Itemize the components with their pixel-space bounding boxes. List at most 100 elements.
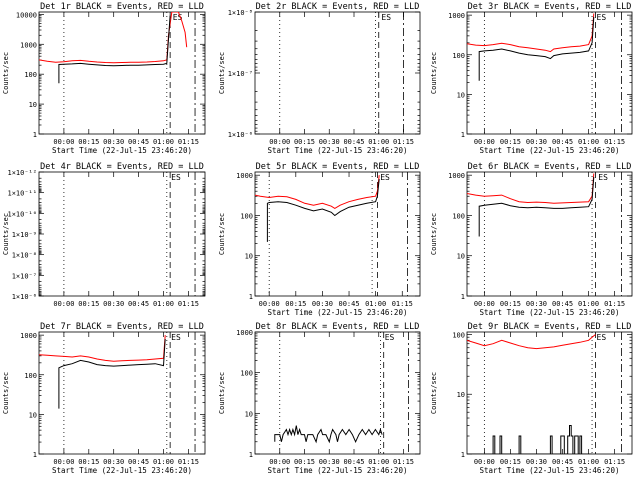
x-tick-label: 00:30 (103, 138, 124, 146)
x-tick-label: 01:15 (393, 458, 414, 466)
plot-frame (38, 11, 206, 135)
x-tick-label: 00:30 (312, 300, 333, 308)
x-tick-label: 00:30 (103, 300, 124, 308)
x-tick-label: 00:30 (526, 138, 547, 146)
x-tick-label: 00:00 (53, 138, 74, 146)
y-tick-label: 1×10⁻⁸ (12, 252, 37, 260)
panel-title: Det 5r BLACK = Events, RED = LLD (256, 162, 420, 172)
series-events (478, 176, 595, 237)
x-tick-label: 00:00 (474, 300, 495, 308)
x-tick-label: 00:30 (319, 138, 340, 146)
x-axis-label: Start Time (22-Jul-15 23:46:20) (268, 308, 408, 317)
x-tick-label: 01:15 (178, 138, 199, 146)
y-tick-label: 10 (457, 391, 465, 399)
x-tick-label: 00:00 (269, 138, 290, 146)
x-tick-label: 00:45 (343, 458, 364, 466)
y-tick-label: 100 (24, 372, 37, 380)
y-tick-label: 1×10⁻⁷ (12, 272, 37, 280)
x-axis-label: Start Time (22-Jul-15 23:46:20) (52, 146, 192, 155)
x-tick-label: 00:15 (285, 300, 306, 308)
x-tick-label: 00:15 (500, 138, 521, 146)
plot-frame (38, 331, 206, 455)
x-tick-label: 00:00 (259, 300, 280, 308)
x-tick-label: 00:15 (500, 300, 521, 308)
y-tick-label: 10 (245, 410, 253, 418)
y-axis-label: Counts/sec (430, 213, 438, 255)
x-tick-label: 01:15 (393, 138, 414, 146)
x-tick-label: 00:15 (500, 458, 521, 466)
y-tick-label: 1×10⁻¹² (7, 169, 37, 177)
x-tick-label: 00:45 (338, 300, 359, 308)
y-axis-label: Counts/sec (218, 213, 226, 255)
x-tick-label: 00:15 (78, 300, 99, 308)
x-tick-label: 00:45 (128, 138, 149, 146)
x-tick-label: 00:15 (294, 458, 315, 466)
y-tick-label: 1000 (448, 12, 465, 20)
y-tick-label: 1 (249, 451, 253, 459)
plot-frame (254, 171, 421, 297)
y-tick-label: 1×10⁻¹⁰ (7, 210, 37, 218)
y-tick-label: 100 (452, 212, 465, 220)
x-axis-label: Start Time (22-Jul-15 23:46:20) (480, 308, 620, 317)
flare-marker: ES (173, 13, 183, 22)
panel-title: Det 8r BLACK = Events, RED = LLD (256, 322, 420, 332)
y-tick-label: 1 (461, 451, 465, 459)
series-lld (467, 334, 596, 350)
panel-title: Det 6r BLACK = Events, RED = LLD (468, 162, 632, 172)
plot-frame (466, 171, 633, 297)
panel-det-3r: Det 3r BLACK = Events, RED = LLD 1 10 100 10… (430, 2, 633, 155)
series-events (58, 338, 166, 409)
plot-frame (38, 171, 206, 297)
x-tick-label: 01:00 (368, 458, 389, 466)
panel-det-9r: Det 9r BLACK = Events, RED = LLD 1 10 100 Co… (430, 322, 633, 475)
y-tick-label: 1×10⁻¹¹ (7, 190, 37, 198)
x-tick-label: 01:00 (578, 458, 599, 466)
panel-det-1r: Det 1r BLACK = Events, RED = LLD 1 10 100 10… (2, 2, 206, 155)
flare-marker: ES (171, 173, 181, 182)
x-tick-label: 01:15 (604, 300, 625, 308)
x-tick-label: 00:30 (103, 458, 124, 466)
y-tick-label: 1000 (236, 172, 253, 180)
panel-det-8r: Det 8r BLACK = Events, RED = LLD 1 10 100 10… (218, 322, 421, 475)
plot-frame (254, 331, 421, 455)
panel-det-5r: Det 5r BLACK = Events, RED = LLD 1 10 100 10… (218, 162, 421, 317)
panel-title: Det 7r BLACK = Events, RED = LLD (40, 322, 204, 332)
y-tick-label: 10 (29, 101, 37, 109)
x-tick-label: 00:00 (53, 458, 74, 466)
panel-det-2r: Det 2r BLACK = Events, RED = LLD 1×10⁻⁶ 1×… (218, 2, 421, 155)
y-tick-label: 1000 (236, 329, 253, 337)
x-tick-label: 01:00 (153, 138, 174, 146)
x-tick-label: 00:00 (474, 458, 495, 466)
y-tick-label: 1×10⁻⁶ (12, 293, 37, 301)
y-tick-label: 1 (249, 293, 253, 301)
series-events (58, 15, 171, 84)
y-tick-label: 1 (33, 451, 37, 459)
series-lld (39, 335, 166, 362)
x-axis-label: Start Time (22-Jul-15 23:46:20) (268, 146, 408, 155)
y-tick-label: 10000 (16, 11, 37, 19)
y-axis-label: Counts/sec (2, 52, 10, 94)
series-lld (467, 13, 595, 53)
x-tick-label: 00:45 (128, 458, 149, 466)
y-axis-label: Counts/sec (218, 372, 226, 414)
x-tick-label: 00:45 (552, 138, 573, 146)
y-axis-label: Counts/sec (218, 52, 226, 94)
y-tick-label: 100 (452, 331, 465, 339)
panel-det-7r: Det 7r BLACK = Events, RED = LLD 1 10 100 10… (2, 322, 206, 475)
x-tick-label: 00:45 (343, 138, 364, 146)
x-axis-label: Start Time (22-Jul-15 23:46:20) (480, 466, 620, 475)
x-axis-label: Start Time (22-Jul-15 23:46:20) (480, 146, 620, 155)
y-tick-label: 10 (457, 91, 465, 99)
x-tick-label: 01:00 (153, 458, 174, 466)
x-tick-label: 00:30 (526, 300, 547, 308)
y-tick-label: 100 (24, 71, 37, 79)
y-tick-label: 100 (240, 212, 253, 220)
series-events (274, 425, 383, 444)
x-axis-label: Start Time (22-Jul-15 23:46:20) (52, 466, 192, 475)
y-tick-label: 1 (33, 131, 37, 139)
x-tick-label: 01:15 (604, 138, 625, 146)
flare-marker: ES (385, 333, 395, 342)
x-tick-label: 00:15 (294, 138, 315, 146)
x-tick-label: 01:15 (392, 300, 413, 308)
